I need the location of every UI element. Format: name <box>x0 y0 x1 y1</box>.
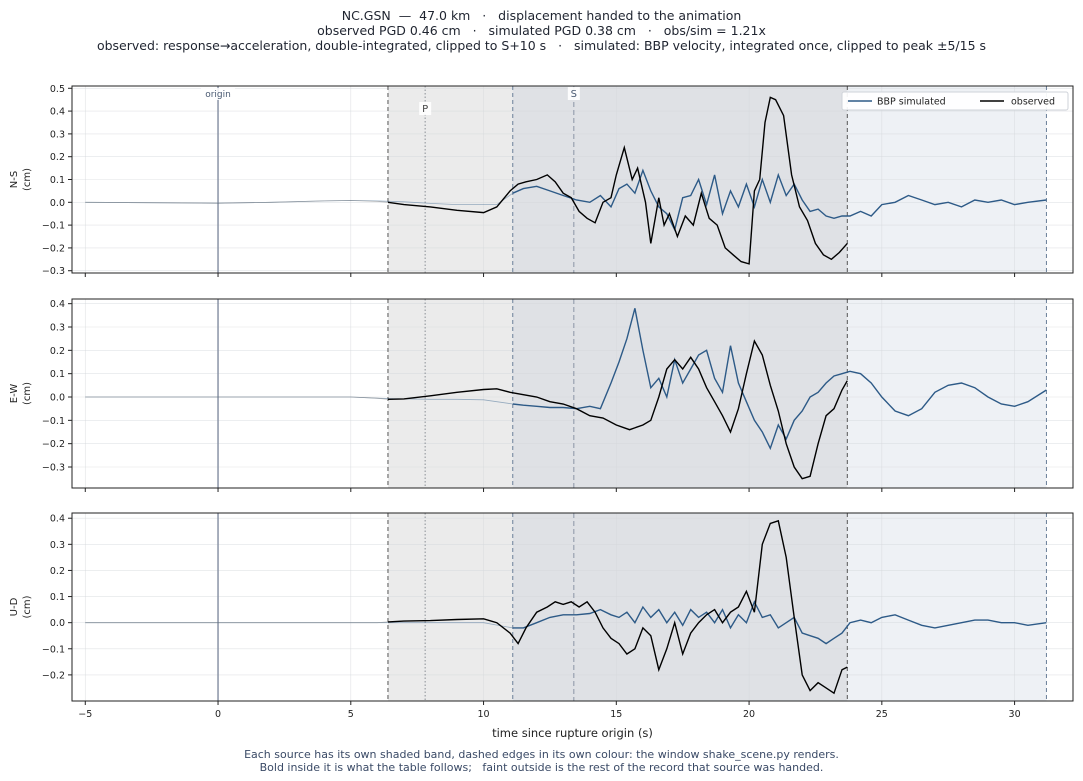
y-tick-label: 0.4 <box>50 107 65 118</box>
legend: BBP simulated observed <box>841 91 1069 111</box>
observed-series-line <box>387 519 848 695</box>
y-tick-label: 0.0 <box>50 198 65 209</box>
y-tick-label: 0.1 <box>50 592 65 603</box>
x-tick-label: 10 <box>478 709 490 720</box>
panel-3: −0.2 −0.1 0.0 0.1 0.2 0.3 0.4 U-D (cm) −5 0 5 10 15 20… <box>9 512 1074 740</box>
y-axis-unit: (cm) <box>22 168 33 191</box>
y-axis-label: U-D <box>9 597 20 616</box>
y-tick-label: 0.4 <box>50 299 65 310</box>
s-marker-label: S <box>571 89 577 100</box>
title-line-1: NC.GSN — 47.0 km · displacement handed t… <box>341 8 742 23</box>
figure-footnote: Each source has its own shaded band, das… <box>0 748 1083 774</box>
x-tick-label: 30 <box>1009 709 1021 720</box>
y-tick-label: −0.3 <box>42 463 65 474</box>
y-tick-label: 0.0 <box>50 618 65 629</box>
observed-series-faint <box>85 200 389 204</box>
figure-title: NC.GSN — 47.0 km · displacement handed t… <box>0 8 1083 53</box>
y-tick-label: −0.3 <box>42 266 65 277</box>
y-axis-label: E-W <box>9 384 20 404</box>
y-tick-label: 0.2 <box>50 152 65 163</box>
y-tick-label: 0.1 <box>50 175 65 186</box>
y-tick-label: −0.2 <box>42 243 65 254</box>
x-tick-label: 0 <box>215 709 221 720</box>
y-axis-unit: (cm) <box>22 595 33 618</box>
y-tick-label: −0.1 <box>42 644 65 655</box>
footnote-line-2: Bold inside it is what the table follows… <box>259 761 824 774</box>
footnote-line-1: Each source has its own shaded band, das… <box>244 748 839 761</box>
axes-frame <box>71 298 1074 489</box>
panel-1: −0.3 −0.2 −0.1 0.0 0.1 0.2 0.3 0.4 0.5 N-S (cm) ori… <box>9 84 1074 277</box>
y-tick-label: 0.2 <box>50 566 65 577</box>
simulated-series-line <box>512 168 1047 232</box>
x-tick-label: 20 <box>743 709 755 720</box>
x-tick-label: 15 <box>610 709 622 720</box>
y-tick-label: 0.3 <box>50 129 65 140</box>
y-tick-label: −0.1 <box>42 416 65 427</box>
overlap-window-band <box>512 299 848 488</box>
y-tick-label: 0.4 <box>50 514 65 525</box>
y-tick-label: 0.3 <box>50 540 65 551</box>
y-axis-label: N-S <box>9 171 20 188</box>
x-tick-label: −5 <box>78 709 92 720</box>
y-axis-unit: (cm) <box>22 382 33 405</box>
p-marker-label: P <box>422 104 428 115</box>
y-tick-label: 0.5 <box>50 84 65 95</box>
x-tick-label: 25 <box>876 709 888 720</box>
observed-series-faint <box>85 621 389 624</box>
y-tick-label: 0.1 <box>50 369 65 380</box>
y-tick-label: −0.1 <box>42 221 65 232</box>
title-line-3: observed: response→acceleration, double-… <box>96 38 987 53</box>
panel-2: −0.3 −0.2 −0.1 0.0 0.1 0.2 0.3 0.4 E-W (cm) <box>9 298 1074 492</box>
overlap-window-band <box>512 513 848 701</box>
y-tick-label: −0.2 <box>42 670 65 681</box>
x-tick-label: 5 <box>348 709 354 720</box>
legend-box <box>841 91 1069 111</box>
observed-series-line <box>387 339 848 480</box>
observed-series-faint <box>85 396 389 400</box>
simulated-series-line <box>512 308 1047 451</box>
observed-series-line <box>387 96 848 265</box>
x-axis-label: time since rupture origin (s) <box>492 726 653 740</box>
axes-frame <box>71 512 1074 702</box>
legend-simulated-label: BBP simulated <box>877 97 946 108</box>
origin-marker-label: origin <box>205 90 231 100</box>
y-tick-label: 0.0 <box>50 393 65 404</box>
simulated-series-line <box>512 600 1047 645</box>
y-tick-label: 0.3 <box>50 323 65 334</box>
y-tick-label: −0.2 <box>42 439 65 450</box>
title-line-2: observed PGD 0.46 cm · simulated PGD 0.3… <box>317 23 766 38</box>
y-tick-label: 0.2 <box>50 346 65 357</box>
legend-observed-label: observed <box>1011 97 1055 108</box>
